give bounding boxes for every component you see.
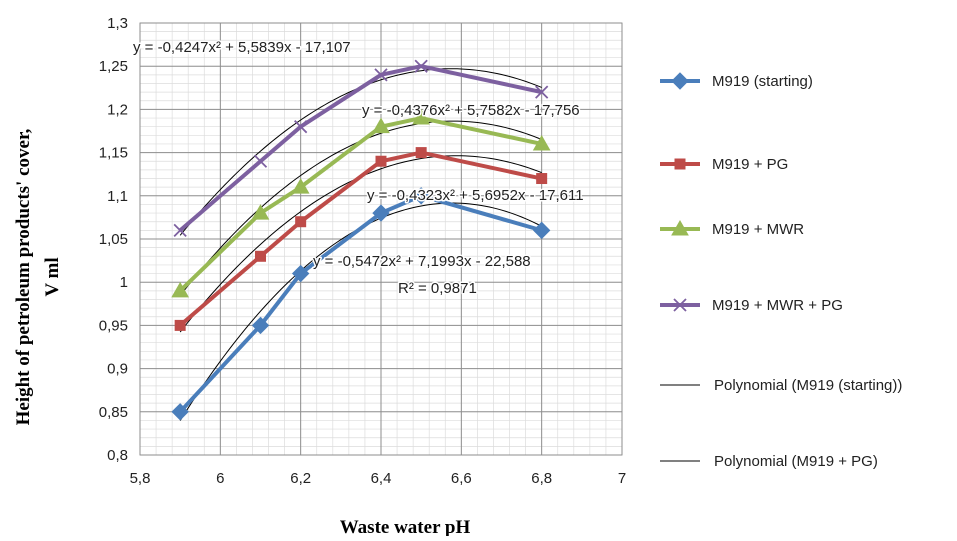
y-tick-label: 1,15 [99, 145, 128, 162]
legend-swatch-marker [674, 158, 686, 170]
data-point-m919-starting [171, 403, 189, 421]
legend-swatch-marker [671, 72, 689, 90]
legend-swatch-marker [673, 298, 687, 312]
legend-label: M919 + MWR + PG [712, 297, 843, 314]
x-tick-label: 6,6 [451, 470, 472, 487]
trendline-equation-halo: y = -0,5472x² + 7,1993x - 22,588 [313, 253, 531, 270]
data-point-m919-mwr [171, 281, 190, 298]
data-point-m919-pg [255, 250, 266, 262]
data-point-m919-starting [291, 264, 310, 283]
y-tick-label: 1,3 [107, 15, 128, 32]
series-lines [178, 64, 543, 414]
data-point-m919-mwr [532, 134, 551, 151]
y-axis-title-line2: V ml [42, 257, 63, 296]
legend-label: M919 + MWR [712, 221, 804, 238]
x-tick-label: 5,8 [130, 470, 151, 487]
tick-labels: 5,8 6 6,2 6,4 6,6 6,8 7 0,8 0,85 0,9 0,95 1 1,05 1,1 1… [99, 15, 626, 487]
trendline-equation: y = -0,4376x² + 5,7582x - 17,756 [362, 102, 580, 119]
data-point-m919-pg [536, 173, 548, 185]
trendline-equation-halo: y = -0,4323x² + 5,6952x - 17,611 [367, 187, 584, 204]
x-tick-label: 6,2 [290, 470, 311, 487]
trendline-equation-halo: y = -0,4376x² + 5,7582x - 17,756 [362, 102, 580, 119]
series-line-m919-pg [178, 150, 543, 327]
data-point-m919-starting [532, 221, 551, 240]
legend-label: M919 (starting) [712, 73, 813, 90]
y-axis-title-line1: Height of petroleum products' cover, [13, 128, 34, 425]
data-point-m919-pg [174, 319, 186, 331]
y-tick-label: 1 [120, 274, 128, 291]
data-point-m919-mwr [372, 117, 390, 134]
data-point-m919-starting [251, 316, 270, 335]
data-point-m919-mwr-pg [414, 59, 428, 73]
data-point-m919-mwr [251, 204, 270, 220]
y-tick-label: 1,1 [107, 188, 128, 205]
data-point-m919-mwr [412, 109, 431, 125]
series-line-m919-mwr [178, 116, 543, 293]
legend-label: Polynomial (M919 (starting)) [714, 377, 902, 394]
y-tick-label: 0,9 [107, 361, 128, 378]
series-line-m919-starting [178, 193, 543, 414]
y-tick-label: 1,05 [99, 231, 128, 248]
trendline-equation: y = -0,4323x² + 5,6952x - 17,611 [367, 187, 584, 204]
grid [139, 22, 623, 456]
data-point-m919-mwr-pg [253, 154, 268, 168]
data-point-m919-pg [415, 147, 427, 159]
y-tick-label: 0,8 [107, 447, 128, 464]
x-tick-label: 7 [618, 470, 626, 487]
data-point-m919-mwr-pg [535, 85, 549, 99]
trendline-equation: y = -0,4247x² + 5,5839x - 17,107 [133, 39, 351, 56]
y-tick-label: 1,25 [99, 58, 128, 75]
legend-swatch-marker [671, 219, 689, 236]
x-axis-title: Waste water pH [340, 517, 471, 536]
y-tick-label: 0,85 [99, 404, 128, 421]
data-point-m919-pg [295, 216, 307, 228]
y-tick-label: 0,95 [99, 317, 128, 334]
data-point-m919-pg [375, 155, 387, 167]
trendline-equation: R² = 0,9871 [398, 280, 477, 297]
x-tick-label: 6,8 [531, 470, 552, 487]
trendline-equation: y = -0,5472x² + 7,1993x - 22,588 [313, 253, 531, 270]
data-point-m919-mwr [291, 178, 310, 194]
data-point-m919-mwr-pg [294, 120, 308, 134]
data-point-m919-mwr-pg [173, 223, 187, 237]
series-markers [171, 59, 551, 421]
x-tick-label: 6,4 [371, 470, 392, 487]
legend-label: Polynomial (M919 + PG) [714, 453, 878, 470]
series-line-m919-mwr-pg [178, 64, 543, 232]
y-tick-label: 1,2 [107, 101, 128, 118]
data-point-m919-starting [372, 204, 390, 222]
legend-label: M919 + PG [712, 156, 788, 173]
annotations: y = -0,4247x² + 5,5839x - 17,107 y = -0,4… [132, 38, 586, 299]
x-tick-label: 6 [216, 470, 224, 487]
trendline-equation-halo: y = -0,4247x² + 5,5839x - 17,107 [133, 39, 351, 56]
legend: M919 (starting) M919 + PG M919 + MWR M919 +… [660, 72, 902, 470]
trendline-equation-halo: R² = 0,9871 [398, 280, 477, 297]
data-point-m919-mwr-pg [374, 68, 388, 82]
data-point-m919-starting [412, 187, 430, 205]
